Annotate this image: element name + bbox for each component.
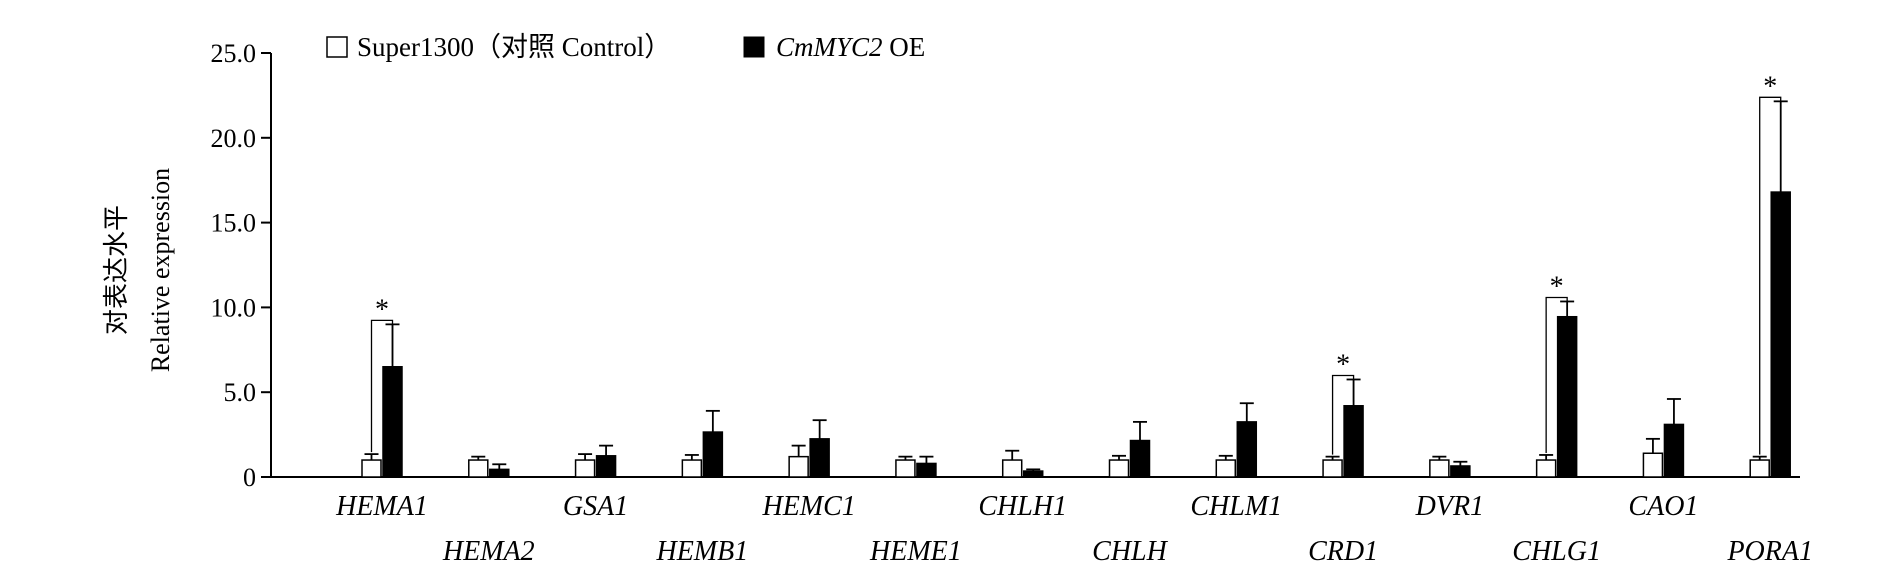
category-label-pora1: PORA1 xyxy=(1726,536,1813,567)
bar-oe-chlm1 xyxy=(1236,421,1258,478)
y-tick-label: 5.0 xyxy=(224,378,257,407)
bar-control-hemb1 xyxy=(681,459,703,478)
bar-control-chlm1 xyxy=(1215,459,1237,478)
significance-pora1: * xyxy=(1759,71,1782,455)
category-label-hemc1: HEMC1 xyxy=(761,491,855,522)
category-label-cao1: CAO1 xyxy=(1628,491,1698,522)
category-label-gsa1: GSA1 xyxy=(563,491,628,522)
y-axis-ticks: 0 5.0 10.0 15.0 20.0 25.0 xyxy=(211,39,271,492)
bar-group-chlm1 xyxy=(1215,402,1258,478)
significance-markers: * * * * xyxy=(370,71,1782,455)
bar-oe-cao1 xyxy=(1663,423,1685,478)
bar-group-heme1 xyxy=(895,455,937,478)
bar-oe-crd1 xyxy=(1343,405,1364,478)
y-tick-label: 25.0 xyxy=(211,39,257,68)
significance-star: * xyxy=(1550,271,1564,302)
category-label-chlh: CHLH xyxy=(1092,536,1168,567)
bar-control-hema1 xyxy=(361,459,382,478)
category-label-hema1: HEMA1 xyxy=(335,491,428,522)
y-tick-label: 0 xyxy=(243,463,256,492)
category-label-heme1: HEME1 xyxy=(869,536,962,567)
bar-group-hemc1 xyxy=(788,419,830,478)
bar-group-hemb1 xyxy=(681,409,724,478)
category-label-chlh1: CHLH1 xyxy=(978,491,1067,522)
legend-label-control: Super1300（对照 Control） xyxy=(357,32,671,62)
legend-swatch-oe xyxy=(743,36,765,58)
y-tick-label: 10.0 xyxy=(211,293,257,322)
bar-oe-hema1 xyxy=(382,366,403,478)
bar-control-crd1 xyxy=(1322,459,1343,478)
significance-chlg1: * xyxy=(1545,271,1568,453)
bar-control-chlh xyxy=(1108,459,1130,478)
bar-group-hema2 xyxy=(468,455,510,478)
significance-bracket xyxy=(1759,96,1782,455)
bar-oe-hemb1 xyxy=(702,431,724,478)
bar-oe-hema2 xyxy=(489,468,510,478)
category-label-chlm1: CHLM1 xyxy=(1190,491,1282,522)
y-tick-label: 15.0 xyxy=(211,209,257,238)
bar-oe-hemc1 xyxy=(809,438,830,478)
bar-control-cao1 xyxy=(1642,452,1664,478)
bar-group-chlg1 xyxy=(1535,300,1578,478)
significance-star: * xyxy=(375,294,389,325)
bar-control-chlh1 xyxy=(1001,459,1023,478)
category-label-hemb1: HEMB1 xyxy=(655,536,748,567)
category-label-chlg1: CHLG1 xyxy=(1512,536,1601,567)
y-axis-title-en: Relative expression xyxy=(146,168,175,372)
significance-crd1: * xyxy=(1331,349,1355,455)
bar-oe-pora1 xyxy=(1770,191,1791,478)
bar-oe-heme1 xyxy=(916,462,937,478)
significance-bracket xyxy=(370,319,394,453)
legend-swatch-control xyxy=(326,36,348,58)
bar-group-gsa1 xyxy=(574,444,617,478)
bar-oe-gsa1 xyxy=(595,455,617,478)
legend: Super1300（对照 Control） CmMYC2 OE xyxy=(326,32,925,62)
bar-group-chlh xyxy=(1108,420,1151,478)
bar-control-chlg1 xyxy=(1535,459,1557,478)
significance-star: * xyxy=(1336,349,1350,380)
bar-control-pora1 xyxy=(1749,459,1770,478)
bar-group-crd1 xyxy=(1322,378,1364,478)
y-axis-title-cn: 对表达水平 xyxy=(102,205,131,335)
bar-control-gsa1 xyxy=(574,459,596,478)
y-tick-label: 20.0 xyxy=(211,124,257,153)
category-label-hema2: HEMA2 xyxy=(442,536,535,567)
bar-oe-chlg1 xyxy=(1556,315,1578,478)
bar-oe-chlh xyxy=(1129,439,1151,478)
significance-hema1: * xyxy=(370,294,394,453)
category-label-dvr1: DVR1 xyxy=(1415,491,1484,522)
bar-control-heme1 xyxy=(895,459,916,478)
bar-group-pora1 xyxy=(1749,100,1791,478)
bar-groups xyxy=(361,100,1791,478)
category-label-crd1: CRD1 xyxy=(1308,536,1378,567)
bar-control-hema2 xyxy=(468,459,489,478)
bar-oe-chlh1 xyxy=(1022,470,1044,478)
category-labels: HEMA1 HEMA2 GSA1 HEMB1 HEMC1 HEME1 CHLH1 CHLH CH… xyxy=(335,491,1813,567)
bar-group-cao1 xyxy=(1642,398,1685,478)
bar-oe-dvr1 xyxy=(1450,465,1471,478)
bar-group-hema1 xyxy=(361,323,403,478)
legend-label-oe-suffix: OE xyxy=(883,32,926,62)
legend-label-oe: CmMYC2 OE xyxy=(776,32,925,62)
bar-control-dvr1 xyxy=(1429,459,1450,478)
bar-control-hemc1 xyxy=(788,455,809,478)
bar-group-chlh1 xyxy=(1001,449,1044,478)
significance-star: * xyxy=(1763,71,1777,102)
bar-group-dvr1 xyxy=(1429,455,1471,478)
significance-bracket xyxy=(1545,296,1568,453)
significance-bracket xyxy=(1331,374,1355,455)
legend-label-oe-gene: CmMYC2 xyxy=(776,32,883,62)
y-axis-title: 对表达水平 Relative expression xyxy=(102,168,175,372)
